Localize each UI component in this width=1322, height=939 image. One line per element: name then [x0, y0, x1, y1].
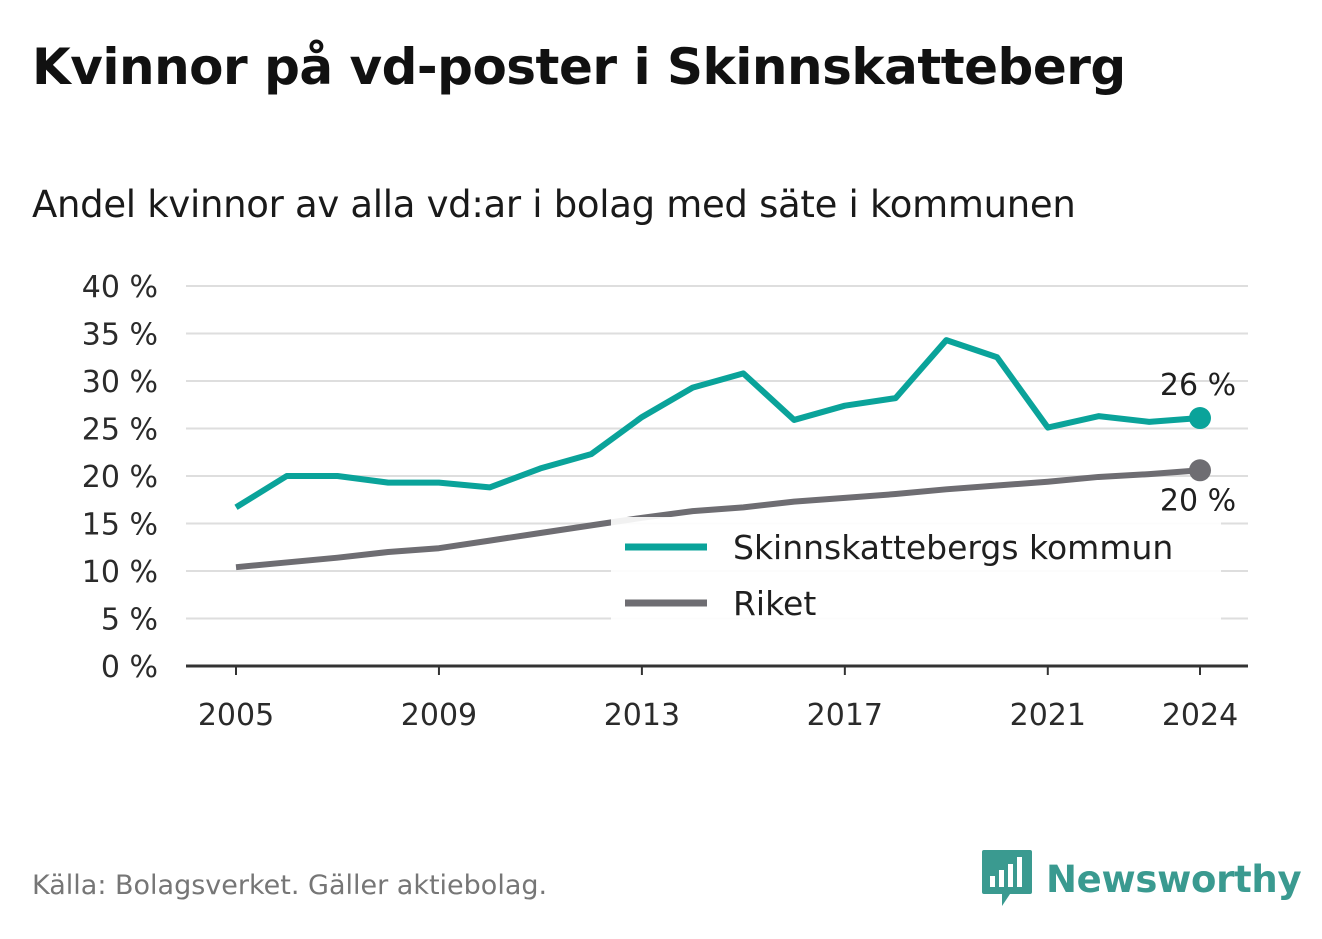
y-tick-label: 5 %	[101, 603, 158, 638]
y-tick-label: 10 %	[82, 555, 158, 590]
series-line-kommun	[234, 337, 1201, 510]
x-tick-label: 2013	[604, 698, 680, 733]
x-tick-label: 2009	[401, 698, 477, 733]
legend-box	[611, 517, 1221, 621]
brand-name: Newsworthy	[1046, 857, 1302, 901]
source-note: Källa: Bolagsverket. Gäller aktiebolag.	[32, 870, 548, 901]
x-tick-label: 2024	[1162, 698, 1238, 733]
y-tick-label: 15 %	[82, 508, 158, 543]
end-label-kommun: 26 %	[1160, 368, 1236, 403]
newsworthy-logo-icon	[982, 850, 1032, 906]
legend-label-kommun: Skinnskattebergs kommun	[733, 528, 1173, 567]
legend-label-riket: Riket	[733, 584, 816, 623]
series-line-riket	[235, 467, 1201, 571]
brand-logo: Newsworthy	[980, 848, 1302, 910]
y-tick-label: 25 %	[82, 413, 158, 448]
x-tick-label: 2005	[198, 698, 274, 733]
end-point-riket	[1189, 459, 1211, 482]
y-tick-label: 35 %	[82, 318, 158, 353]
x-tick-label: 2021	[1010, 698, 1086, 733]
y-tick-label: 20 %	[82, 460, 158, 495]
line-chart: 0 % 5 % 10 % 15 % 20 % 25 % 30 % 35 % 40 % 2005 2…	[82, 270, 1248, 733]
y-tick-label: 0 %	[101, 650, 158, 685]
end-label-riket: 20 %	[1160, 483, 1236, 518]
y-tick-label: 30 %	[82, 365, 158, 400]
end-point-kommun	[1189, 407, 1211, 430]
x-tick-label: 2017	[807, 698, 883, 733]
y-tick-label: 40 %	[82, 270, 158, 305]
chart-title: Kvinnor på vd-poster i Skinnskatteberg	[32, 38, 1126, 96]
chart-subtitle: Andel kvinnor av alla vd:ar i bolag med …	[32, 183, 1076, 226]
